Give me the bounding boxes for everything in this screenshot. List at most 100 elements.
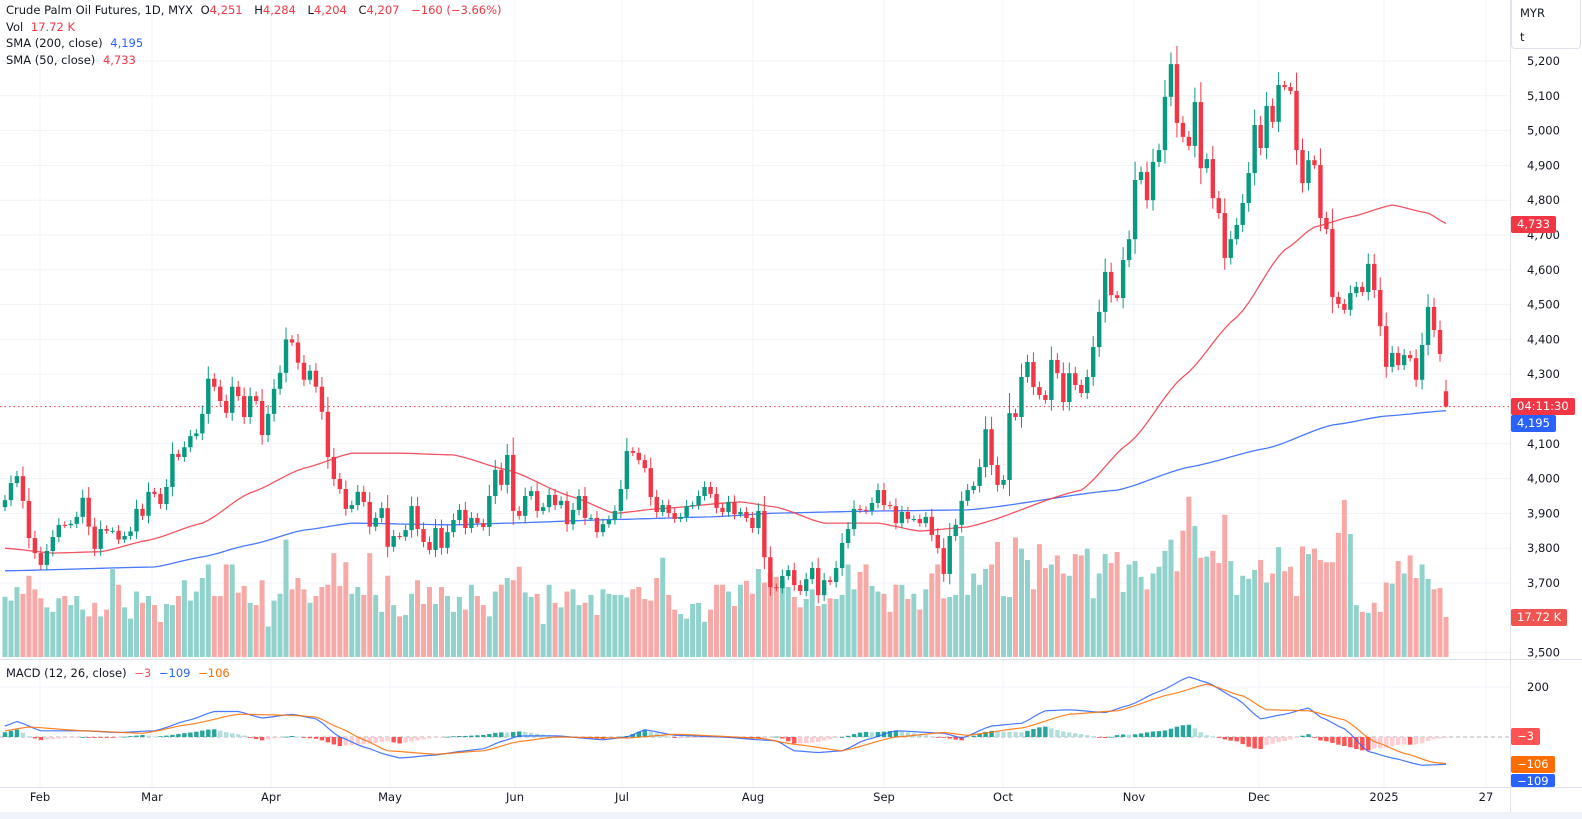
macd-histogram-bar xyxy=(487,734,492,737)
currency-label[interactable]: MYR xyxy=(1520,6,1545,20)
volume-bar xyxy=(564,591,570,657)
price-tick-label: 4,300 xyxy=(1527,367,1560,381)
volume-bar xyxy=(343,562,349,657)
candle-body xyxy=(134,508,139,532)
price-tick-label: 4,900 xyxy=(1527,158,1560,172)
volume-bar xyxy=(1317,559,1323,657)
volume-bar xyxy=(44,607,50,657)
macd-histogram-bar xyxy=(110,737,115,738)
candle-body xyxy=(1443,391,1449,407)
candle-body xyxy=(433,528,438,550)
volume-bar xyxy=(552,602,558,657)
sma50-legend[interactable]: SMA (50, close) 4,733 xyxy=(6,52,140,68)
price-tick-label: 3,700 xyxy=(1527,576,1560,590)
macd-histogram-bar xyxy=(212,729,217,737)
candle-body xyxy=(499,469,504,485)
symbol-title[interactable]: Crude Palm Oil Futures, 1D, MYX xyxy=(6,3,193,17)
candle-body xyxy=(140,508,145,516)
macd-histogram-bar xyxy=(642,730,647,737)
candle-body xyxy=(780,576,785,589)
unit-selector[interactable]: MYR t xyxy=(1511,0,1581,49)
volume-bar xyxy=(803,598,809,657)
volume-bar xyxy=(809,589,815,657)
candle-body xyxy=(809,568,815,580)
volume-bar xyxy=(283,539,289,657)
volume-bar xyxy=(450,611,456,657)
candle-body xyxy=(1246,173,1251,203)
macd-histogram-bar xyxy=(1270,737,1275,744)
candle-body xyxy=(684,506,689,517)
volume-value: 17.72 K xyxy=(30,20,75,34)
candle-body xyxy=(1156,150,1162,162)
macd-histogram-bar xyxy=(469,735,474,737)
candle-body xyxy=(917,518,923,524)
symbol-legend[interactable]: Crude Palm Oil Futures, 1D, MYX O4,251 H… xyxy=(6,2,506,18)
candle-body xyxy=(594,517,600,533)
candle-body xyxy=(1019,376,1024,418)
macd-histogram-bar xyxy=(678,737,683,738)
candle-body xyxy=(14,476,20,484)
macd-histogram-bar xyxy=(373,737,378,743)
macd-histogram-bar xyxy=(762,737,767,739)
bar-countdown-tag: 04:11:30 xyxy=(1511,398,1575,415)
candle-body xyxy=(965,490,970,501)
macd-histogram-bar xyxy=(1210,736,1216,738)
macd-histogram-bar xyxy=(1079,734,1084,737)
macd-histogram-bar xyxy=(528,732,534,737)
macd-histogram-bar xyxy=(463,735,468,737)
macd-histogram-bar xyxy=(247,737,253,738)
volume-bar xyxy=(1252,569,1258,657)
candle-body xyxy=(463,509,468,529)
unit-label[interactable]: t xyxy=(1520,30,1525,44)
candle-body xyxy=(104,529,109,531)
macd-histogram-bar xyxy=(1419,737,1425,744)
candle-body xyxy=(648,468,653,498)
macd-histogram-bar xyxy=(1407,737,1413,745)
macd-histogram-bar xyxy=(1114,735,1120,737)
macd-histogram-bar xyxy=(989,730,994,737)
volume-bar xyxy=(271,600,277,657)
candle-body xyxy=(857,508,863,510)
volume-bar xyxy=(151,605,157,657)
candle-body xyxy=(92,526,97,549)
candle-body xyxy=(1126,239,1132,261)
macd-histogram-bar xyxy=(295,736,301,738)
volume-legend[interactable]: Vol 17.72 K xyxy=(6,19,79,35)
candle-body xyxy=(702,486,707,496)
volume-bar xyxy=(1240,575,1246,657)
price-tick-label: 4,500 xyxy=(1527,298,1560,312)
candle-body xyxy=(750,517,755,529)
volume-bar xyxy=(14,587,20,657)
macd-histogram-bar xyxy=(1318,737,1323,741)
candle-body xyxy=(212,378,217,387)
volume-bar xyxy=(20,593,26,657)
price-tick-label: 5,000 xyxy=(1527,124,1560,138)
macd-histogram-bar xyxy=(56,737,62,739)
candle-body xyxy=(361,491,366,502)
volume-bar xyxy=(546,584,552,657)
sma200-legend[interactable]: SMA (200, close) 4,195 xyxy=(6,35,147,51)
volume-bar xyxy=(157,622,163,657)
macd-histogram-bar xyxy=(1192,728,1198,737)
volume-bar xyxy=(433,603,439,657)
volume-bar xyxy=(558,607,564,657)
volume-bar xyxy=(1299,546,1305,657)
time-tick-label: Jun xyxy=(505,790,524,804)
macd-histogram-bar xyxy=(1300,735,1305,737)
sma50-value: 4,733 xyxy=(102,53,136,67)
macd-histogram-bar xyxy=(1252,737,1257,749)
volume-bar xyxy=(1276,547,1282,657)
candle-body xyxy=(678,516,683,519)
volume-bar xyxy=(983,568,989,657)
price-tick-label: 4,600 xyxy=(1527,263,1560,277)
macd-hist-value: −3 xyxy=(134,666,152,680)
macd-histogram-bar xyxy=(1324,737,1329,742)
macd-legend[interactable]: MACD (12, 26, close) −3 −109 −106 xyxy=(6,665,234,681)
candle-body xyxy=(696,496,701,506)
candle-body xyxy=(188,436,193,448)
volume-bar xyxy=(971,573,977,657)
candle-body xyxy=(319,386,325,412)
macd-histogram-bar xyxy=(499,732,504,737)
